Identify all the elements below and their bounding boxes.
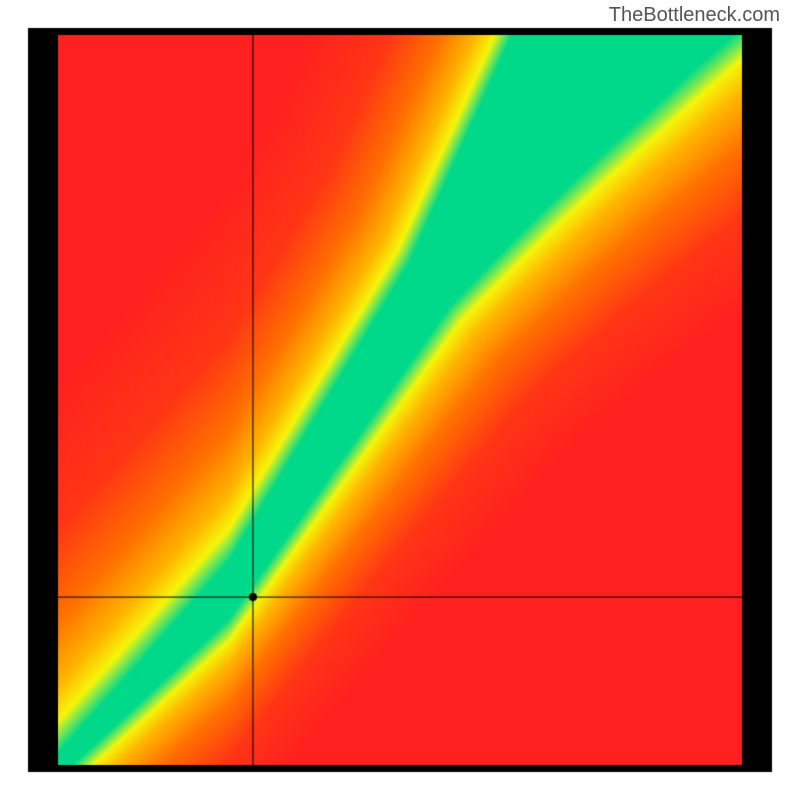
chart-container: TheBottleneck.com [0, 0, 800, 800]
heatmap-canvas [0, 0, 800, 800]
watermark-text: TheBottleneck.com [609, 4, 780, 27]
